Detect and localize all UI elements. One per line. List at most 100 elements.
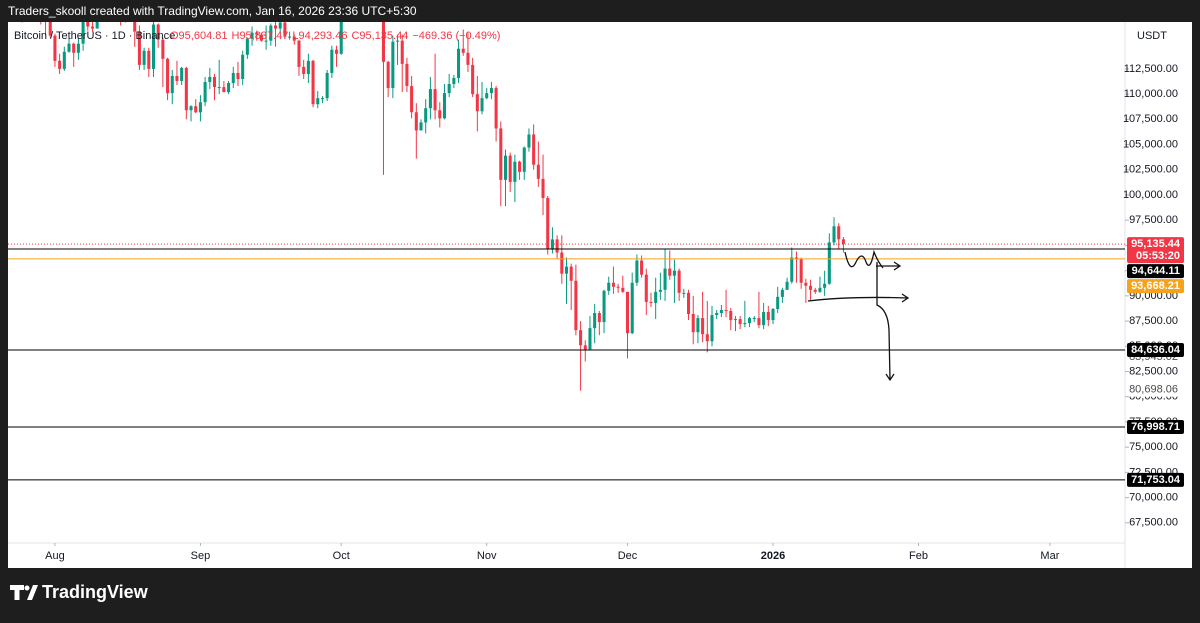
candle-body <box>203 82 207 103</box>
price-axis: 112,500.00 110,000.00 107,500.00 105,000.00… <box>1123 63 1191 529</box>
x-tick-label: Feb <box>909 550 928 562</box>
x-tick-label: Nov <box>477 550 497 562</box>
candle-body <box>630 282 634 334</box>
candle-body <box>682 292 686 294</box>
axis-label: 71,753.04 <box>1131 474 1181 486</box>
candle-body <box>461 48 465 53</box>
candle-body <box>306 60 310 74</box>
candle-body <box>499 128 503 180</box>
candle-body <box>574 280 578 331</box>
candle-body <box>288 36 292 38</box>
candle-body <box>691 314 695 333</box>
y-tick-label: 110,000.00 <box>1124 88 1178 100</box>
candle-body <box>654 291 658 303</box>
candle-body <box>738 319 742 325</box>
candle-body <box>170 75 174 94</box>
candle-body <box>663 268 667 290</box>
candle-body <box>771 308 775 321</box>
candle-body <box>518 161 522 172</box>
candle-body <box>278 22 282 29</box>
credit: Traders_skooll created with TradingView.… <box>8 4 417 18</box>
candle-body <box>776 296 780 309</box>
axis-label-bg <box>1127 279 1184 294</box>
candle-body <box>809 285 813 290</box>
candle-body <box>564 266 569 274</box>
candle-body <box>602 290 606 323</box>
candle-body <box>335 49 339 54</box>
candle-body <box>241 54 245 79</box>
ohlc-value: L94,293.46 <box>292 30 347 42</box>
x-tick-label: Dec <box>618 550 638 562</box>
candle-body <box>827 242 831 284</box>
candle-body <box>386 61 390 89</box>
candle-body <box>588 328 592 350</box>
candle-body <box>644 274 648 302</box>
arrow <box>876 261 902 271</box>
axis-label: 76,998.71 <box>1131 421 1180 433</box>
candle-body <box>766 312 770 321</box>
y-tick-label: 102,500.00 <box>1123 164 1178 176</box>
candle-body <box>818 287 822 292</box>
level-label-bg <box>1129 382 1191 397</box>
candle-body <box>414 112 418 131</box>
axis-label: 95,135.44 <box>1131 238 1181 250</box>
candle-body <box>733 319 737 321</box>
candle-body <box>583 345 587 350</box>
currency: USDT <box>1137 30 1167 42</box>
candle-body <box>743 323 747 325</box>
symbol: Bitcoin / TetherUS · 1D · Binance <box>14 30 175 42</box>
candle-body <box>508 155 512 182</box>
ohlc-value: −469.36 (−0.49%) <box>412 30 500 42</box>
axis-label: 94,644.11 <box>1132 265 1180 277</box>
candle-body <box>428 89 432 109</box>
candle-body <box>480 98 484 112</box>
candle-body <box>95 22 99 29</box>
candle-body <box>72 43 76 53</box>
candle-body <box>790 257 794 282</box>
candle-body <box>198 102 202 113</box>
candle-body <box>485 93 489 99</box>
candle-body <box>658 289 662 292</box>
candle-body <box>231 72 235 84</box>
y-tick-label: 67,500.00 <box>1129 517 1178 529</box>
candle-body <box>396 40 400 42</box>
logo-mark <box>10 585 38 600</box>
candle-body <box>90 26 95 29</box>
candle-body <box>522 147 526 172</box>
candle-body <box>255 32 259 35</box>
candle-body <box>635 260 639 283</box>
y-tick-label: 100,000.00 <box>1123 189 1178 201</box>
candle-body <box>841 239 845 245</box>
candle-body <box>447 84 451 94</box>
candle-body <box>381 22 385 62</box>
chart-area <box>8 22 1192 568</box>
candle-body <box>649 301 653 303</box>
candle-body <box>273 25 278 29</box>
candle-body <box>710 315 714 342</box>
candle-body <box>475 94 479 112</box>
level-label: 80,698.06 <box>1129 384 1178 396</box>
candle-body <box>452 77 456 85</box>
x-tick-label: Oct <box>333 550 350 562</box>
candle-body <box>705 334 709 342</box>
candle-body <box>560 252 564 274</box>
candle-body <box>222 87 226 93</box>
candle-body <box>62 51 66 69</box>
ohlc-value: C95,135.44 <box>351 30 408 42</box>
candle-body <box>621 287 625 292</box>
y-tick-label: 82,500.00 <box>1129 365 1178 377</box>
candle-body <box>579 330 583 346</box>
candle-body <box>227 83 231 93</box>
candle-body <box>283 22 287 37</box>
candles <box>8 22 1125 481</box>
candle-body <box>302 66 306 74</box>
candle-body <box>48 22 52 36</box>
candle-body <box>715 313 719 316</box>
candle-body <box>457 48 461 78</box>
candle-body <box>607 282 611 291</box>
candle-body <box>724 309 728 311</box>
hand-drawing <box>807 249 910 382</box>
candle-body <box>151 24 156 69</box>
candle-body <box>466 52 470 65</box>
axis-label-bg <box>1127 420 1184 435</box>
